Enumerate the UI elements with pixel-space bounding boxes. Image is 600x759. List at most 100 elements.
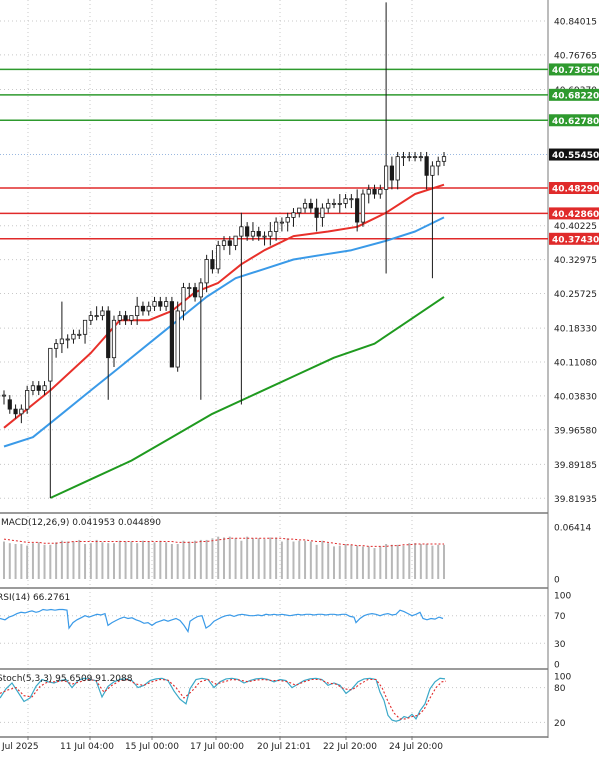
candle [395, 151, 400, 190]
resistance-label: 40.68220 [549, 88, 599, 101]
resistance-label-box [549, 63, 599, 76]
candle-body [204, 259, 209, 284]
candle [65, 334, 70, 349]
resistance-label-box [549, 88, 599, 101]
support-label-text: 40.48290 [552, 185, 599, 195]
candle-body [106, 310, 111, 359]
candle [140, 301, 146, 316]
resistance-label: 40.73650 [549, 63, 599, 76]
y-tick-label: 40.84015 [554, 17, 597, 27]
moving-average-layer [3, 183, 445, 499]
candle [274, 217, 279, 241]
candle-body [233, 235, 238, 246]
x-tick-label: Jul 2025 [1, 742, 39, 752]
rsi-label: RSI(14) 66.2761 [0, 593, 70, 603]
y-tick-label: 39.89185 [554, 461, 597, 471]
candle-body [366, 188, 371, 195]
candle [7, 395, 12, 414]
stoch-tick: 80 [554, 684, 566, 694]
candle-body [30, 385, 36, 391]
candle-body [430, 165, 435, 176]
candle-body [65, 338, 70, 341]
x-tick-label: 17 Jul 00:00 [190, 742, 244, 752]
candle [297, 207, 302, 218]
candle-body [187, 287, 192, 289]
level-layer [0, 68, 548, 240]
candle-body [210, 259, 215, 270]
macd-tick: 0.06414 [554, 523, 591, 533]
current-price-label-box [549, 148, 599, 161]
candle-body [175, 310, 180, 368]
candle [343, 194, 348, 209]
resistance-label: 40.62780 [549, 114, 599, 127]
stoch-d-line [0, 678, 447, 720]
candle-body [111, 319, 117, 359]
candle-body [384, 165, 389, 190]
candle [384, 2, 389, 274]
candle-body [198, 282, 203, 298]
candle-body [42, 385, 47, 391]
rsi-tick: 0 [554, 661, 560, 671]
candle-body [285, 217, 290, 223]
candle [77, 329, 82, 339]
candle-body [25, 390, 30, 410]
resistance-label-text: 40.62780 [552, 117, 599, 127]
candle [389, 156, 394, 190]
candle-body [412, 156, 418, 159]
candle [204, 254, 209, 293]
candle-body [140, 305, 146, 312]
candle-body [355, 198, 360, 223]
candle [123, 310, 128, 325]
candle [48, 347, 53, 498]
candle [221, 236, 227, 251]
stoch-tick: 100 [554, 673, 571, 683]
candle-body [274, 221, 279, 232]
candle [54, 338, 59, 358]
candle-body [216, 245, 221, 270]
candle-body [169, 301, 174, 368]
support-label-text: 40.42860 [552, 210, 599, 220]
support-label: 40.37430 [549, 232, 599, 245]
candle-body [13, 408, 18, 415]
candle [169, 296, 174, 368]
candle-body [441, 156, 447, 162]
candle-body [227, 240, 232, 246]
candle [436, 156, 441, 176]
candle-body [407, 156, 412, 159]
candle [71, 329, 76, 344]
candle-body [82, 319, 88, 335]
candle [302, 198, 308, 213]
candle [407, 151, 412, 162]
candle [256, 226, 261, 241]
candle-body [152, 301, 157, 307]
candle [30, 381, 36, 396]
x-tick-label: 15 Jul 00:00 [125, 742, 179, 752]
candle [412, 151, 418, 162]
candle-body [268, 231, 273, 237]
candle-body [314, 207, 319, 218]
candle [245, 222, 250, 241]
candle [337, 194, 342, 213]
candle [250, 222, 256, 241]
support-label-box [549, 207, 599, 220]
candle [19, 404, 24, 424]
candle-body [302, 202, 308, 209]
candle-body [401, 156, 406, 159]
candle [372, 184, 377, 199]
candle-body [36, 385, 41, 391]
candle-body [326, 202, 331, 209]
candle-body [337, 202, 342, 205]
candle [210, 250, 215, 274]
candle [88, 310, 93, 325]
candle-body [395, 156, 400, 181]
resistance-label-text: 40.73650 [552, 66, 599, 76]
candle-body [1, 394, 7, 397]
candle-body [164, 301, 169, 307]
candle [216, 240, 221, 274]
candle [418, 151, 423, 162]
grid-layer [0, 0, 549, 738]
current-price-label: 40.55450 [549, 148, 599, 161]
candle [129, 315, 134, 325]
candle-body [360, 193, 366, 223]
